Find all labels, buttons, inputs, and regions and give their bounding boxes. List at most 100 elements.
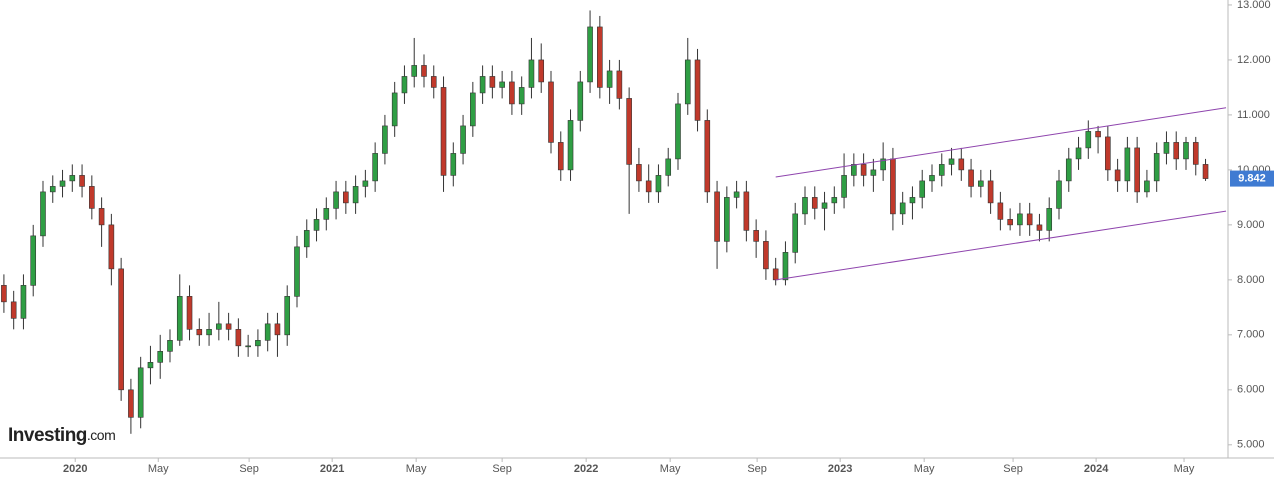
candle-body (333, 191, 339, 209)
candle-body (313, 219, 320, 231)
candle-body (1065, 158, 1072, 182)
candle-body (59, 180, 66, 187)
candle-body (206, 329, 212, 336)
y-tick-label: 7.000 (1237, 329, 1265, 341)
candle-body (860, 164, 867, 176)
candle-body (401, 76, 408, 94)
candle-body (470, 92, 476, 127)
trendline (775, 210, 1227, 281)
candle-body (636, 164, 642, 182)
candle-body (1173, 142, 1180, 160)
candle-body (1017, 213, 1023, 226)
candle-body (89, 186, 95, 209)
candle-body (870, 169, 877, 176)
candle-body (167, 340, 173, 352)
candle-body (567, 120, 574, 171)
candle-body (284, 296, 291, 336)
candle-body (938, 164, 945, 176)
x-tick-label: Sep (1003, 463, 1023, 475)
candle-body (1036, 224, 1043, 231)
candle-body (40, 191, 46, 237)
candle-body (665, 158, 672, 176)
candle-body (479, 76, 486, 94)
candle-body (10, 301, 17, 319)
candle-body (782, 252, 789, 281)
candle-body (645, 180, 652, 193)
candle-body (264, 323, 271, 341)
candle-body (157, 351, 164, 363)
candle-body (1026, 213, 1033, 226)
last-price-box (1230, 170, 1274, 187)
candle-body (1075, 147, 1082, 160)
candle-body (69, 175, 76, 182)
candle-body (821, 202, 828, 209)
brand: Investing (8, 425, 87, 446)
candle-body (216, 323, 222, 330)
candle-body (753, 230, 759, 242)
x-tick-label: May (1174, 463, 1195, 475)
candle-body (577, 81, 584, 121)
candle-body (733, 191, 740, 198)
candle-body (196, 329, 203, 336)
x-tick-label: Sep (747, 463, 767, 475)
candle-body (49, 186, 56, 193)
candle-body (303, 230, 310, 248)
x-tick-label: Sep (239, 463, 259, 475)
x-tick-label: 2023 (828, 463, 852, 475)
candle-body (411, 65, 418, 77)
candle-body (1124, 147, 1131, 182)
candle-body (1134, 147, 1140, 193)
candle-body (1046, 208, 1053, 231)
candle-body (811, 197, 818, 209)
candle-body (1153, 153, 1160, 182)
candle-body (274, 323, 281, 336)
y-tick-label: 11.000 (1237, 109, 1270, 121)
last-price-label: 9.842 (1238, 172, 1266, 184)
x-tick-label: May (660, 463, 681, 475)
candle-body (1085, 131, 1092, 149)
candle-body (343, 191, 349, 204)
candle-body (978, 180, 984, 187)
candle-body (831, 197, 838, 204)
y-tick-label: 13.000 (1237, 0, 1271, 11)
candle-body (1202, 164, 1209, 179)
candle-body (1163, 142, 1170, 154)
x-tick-label: 2020 (63, 463, 87, 475)
candle-body (655, 175, 662, 193)
candle-body (557, 142, 564, 171)
candle-body (626, 98, 632, 165)
candle-body (255, 340, 261, 347)
candle-body (30, 235, 37, 286)
candle-body (382, 125, 388, 154)
candle-body (538, 59, 545, 83)
candle-body (176, 296, 183, 341)
candle-body (1095, 131, 1101, 138)
candle-body (958, 158, 965, 171)
candle-body (792, 213, 799, 253)
candle-body (1144, 180, 1150, 193)
candle-body (352, 186, 359, 204)
candle-body (890, 158, 896, 215)
trendline (775, 107, 1227, 178)
candle-body (724, 197, 730, 242)
candle-body (684, 59, 691, 105)
candle-body (899, 202, 906, 215)
candle-body (909, 197, 916, 204)
candle-body (675, 103, 681, 160)
candle-body (948, 158, 955, 165)
candle-body (597, 26, 603, 88)
candle-body (421, 65, 427, 77)
candle-body (606, 70, 613, 88)
candle-body (763, 241, 769, 270)
candle-body (391, 92, 398, 127)
y-tick-label: 8.000 (1237, 274, 1265, 286)
candle-body (499, 81, 505, 88)
candle-body (98, 208, 105, 226)
candle-body (235, 329, 242, 347)
candle-body (128, 389, 134, 418)
x-tick-label: 2022 (574, 463, 598, 475)
candle-body (714, 191, 720, 242)
candle-body (1183, 142, 1189, 160)
